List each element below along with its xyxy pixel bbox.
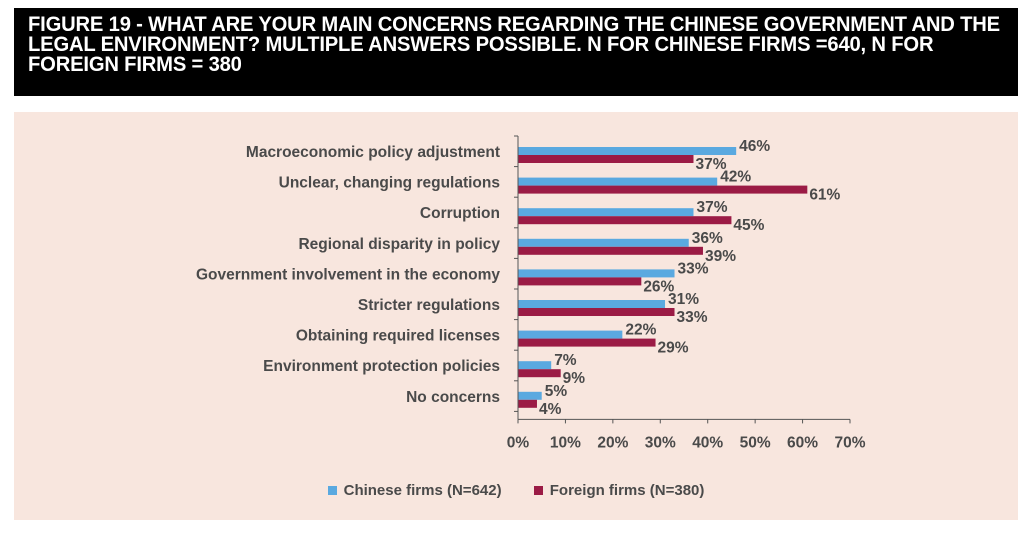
bar-chinese: [518, 269, 675, 278]
data-label-chinese: 33%: [678, 260, 709, 277]
data-label-foreign: 37%: [695, 156, 726, 173]
x-tick-label: 60%: [787, 434, 818, 451]
category-label: Unclear, changing regulations: [279, 175, 500, 192]
bar-chinese: [518, 208, 694, 217]
data-label-chinese: 5%: [545, 383, 568, 400]
bar-foreign: [518, 369, 561, 378]
data-label-foreign: 29%: [658, 340, 689, 357]
data-label-chinese: 37%: [696, 199, 727, 216]
category-label: Government involvement in the economy: [196, 266, 500, 283]
data-label-chinese: 7%: [554, 352, 577, 369]
bar-foreign: [518, 308, 675, 316]
x-tick-label: 10%: [550, 434, 581, 451]
x-tick-label: 50%: [740, 434, 771, 451]
category-label: Regional disparity in policy: [298, 236, 500, 253]
x-tick-label: 40%: [692, 434, 723, 451]
legend-swatch-foreign: [533, 486, 543, 495]
bar-chinese: [518, 300, 666, 308]
bar-foreign: [518, 399, 537, 408]
figure-title: FIGURE 19 - WHAT ARE YOUR MAIN CONCERNS …: [28, 12, 1000, 76]
data-label-foreign: 61%: [809, 187, 840, 204]
data-label-chinese: 31%: [668, 291, 699, 308]
legend-item-chinese: Chinese firms (N=642): [327, 482, 502, 499]
figure-header: FIGURE 19 - WHAT ARE YOUR MAIN CONCERNS …: [14, 8, 1018, 96]
x-tick-label: 30%: [645, 434, 676, 451]
bar-chinese: [518, 330, 623, 339]
legend-label-foreign: Foreign firms (N=380): [549, 482, 705, 499]
chart-panel: Macroeconomic policy adjustment 46% 37% Unc…: [14, 112, 1018, 520]
data-label-chinese: 46%: [739, 138, 770, 155]
category-label: Corruption: [420, 205, 500, 222]
bar-chinese: [518, 147, 737, 155]
legend-label-chinese: Chinese firms (N=642): [343, 482, 502, 499]
category-label: Environment protection policies: [263, 358, 500, 375]
bar-chart: Macroeconomic policy adjustment 46% 37% Unc…: [196, 135, 866, 451]
bar-foreign: [518, 338, 656, 347]
legend-swatch-chinese: [327, 486, 337, 495]
data-label-chinese: 22%: [625, 322, 656, 339]
bar-foreign: [518, 277, 642, 286]
data-label-chinese: 42%: [720, 169, 751, 186]
bar-foreign: [518, 216, 732, 225]
chart-legend: Chinese firms (N=642) Foreign firms (N=3…: [14, 482, 1018, 499]
bar-chinese: [518, 361, 552, 370]
x-tick-label: 70%: [834, 434, 865, 451]
bar-foreign: [518, 155, 694, 163]
data-label-foreign: 26%: [643, 278, 674, 295]
bar-chinese: [518, 391, 542, 400]
x-tick-label: 20%: [597, 434, 628, 451]
bar-foreign: [518, 246, 703, 255]
bar-chinese: [518, 238, 689, 247]
data-label-foreign: 39%: [705, 248, 736, 265]
x-tick-label: 0%: [507, 434, 530, 451]
category-label: Obtaining required licenses: [296, 328, 500, 345]
data-label-foreign: 4%: [539, 401, 562, 418]
category-label: Macroeconomic policy adjustment: [246, 144, 500, 161]
data-label-foreign: 45%: [733, 217, 764, 234]
category-label: No concerns: [406, 389, 500, 406]
data-label-chinese: 36%: [692, 230, 723, 247]
category-label: Stricter regulations: [358, 297, 500, 314]
bar-chinese: [518, 177, 718, 186]
legend-item-foreign: Foreign firms (N=380): [533, 482, 705, 499]
data-label-foreign: 9%: [563, 370, 586, 387]
data-label-foreign: 33%: [677, 309, 708, 326]
bar-foreign: [518, 185, 808, 194]
